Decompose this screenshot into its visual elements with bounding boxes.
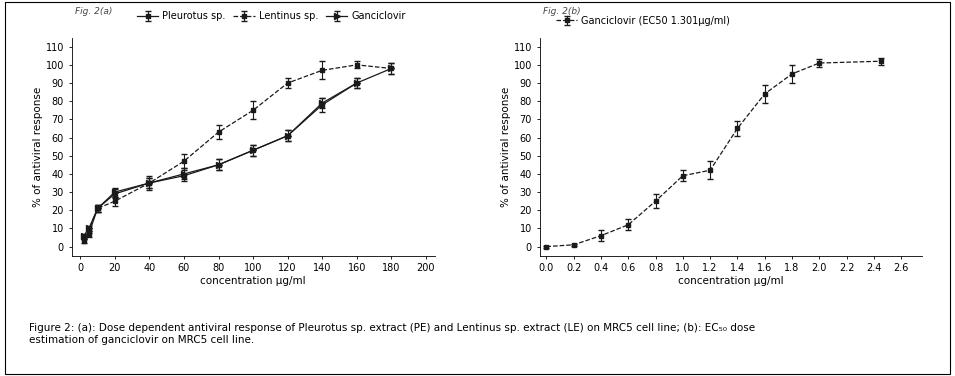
Y-axis label: % of antiviral response: % of antiviral response — [500, 86, 511, 207]
Text: (a): Dose dependent antiviral response of: (a): Dose dependent antiviral response o… — [0, 375, 1, 376]
X-axis label: concentration μg/ml: concentration μg/ml — [678, 276, 783, 286]
Text: Figure 2:: Figure 2: — [0, 375, 1, 376]
Y-axis label: % of antiviral response: % of antiviral response — [32, 86, 43, 207]
Text: Figure 2: (a): Dose dependent antiviral response of Pleurotus sp. extract (PE) a: Figure 2: (a): Dose dependent antiviral … — [29, 323, 754, 345]
Text: Fig. 2(a): Fig. 2(a) — [75, 7, 113, 16]
Legend: Pleurotus sp., Lentinus sp., Ganciclovir: Pleurotus sp., Lentinus sp., Ganciclovir — [133, 8, 410, 25]
Legend: Ganciclovir (EC50 1.301μg/ml): Ganciclovir (EC50 1.301μg/ml) — [552, 12, 734, 30]
X-axis label: concentration μg/ml: concentration μg/ml — [201, 276, 306, 286]
Text: Fig. 2(b): Fig. 2(b) — [543, 7, 581, 16]
